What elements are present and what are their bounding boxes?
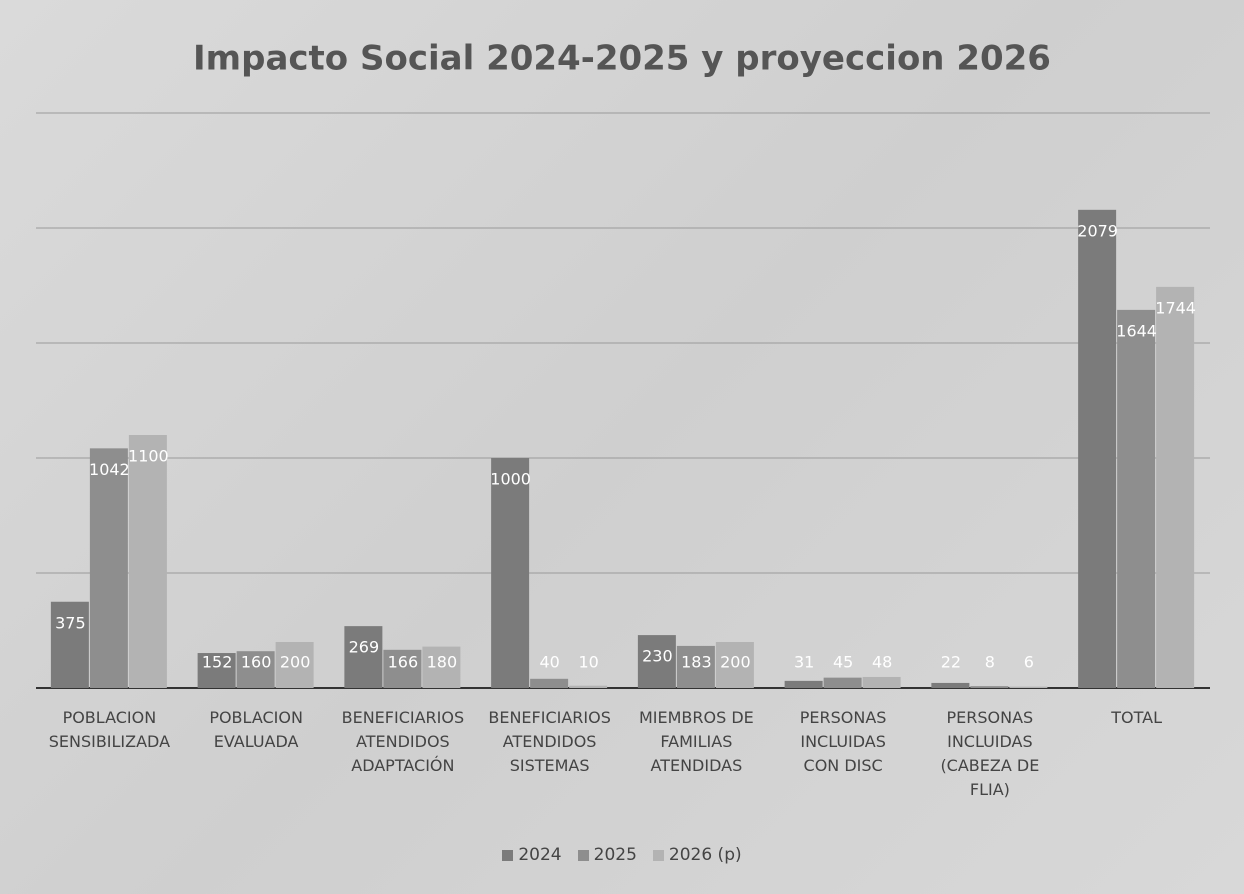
value-label: 2079	[1077, 221, 1118, 240]
legend-swatch	[652, 849, 664, 861]
value-label: 183	[681, 653, 712, 672]
value-label: 160	[241, 653, 272, 672]
x-tick-label: POBLACION EVALUADA	[209, 708, 303, 751]
value-label: 230	[642, 647, 673, 666]
bar	[422, 646, 461, 688]
value-label: 152	[202, 653, 233, 672]
legend-swatch	[502, 849, 514, 861]
bar	[236, 651, 275, 688]
x-tick-label: MIEMBROS DE FAMILIAS ATENDIDAS	[638, 708, 754, 775]
value-label: 10	[578, 653, 598, 672]
legend-label: 2026 (p)	[668, 845, 742, 865]
x-tick-label: BENEFICIARIOS ATENDIDOS SISTEMAS	[488, 708, 611, 775]
bar	[823, 677, 862, 688]
bar	[197, 653, 236, 688]
bar	[128, 435, 167, 688]
value-label: 269	[349, 638, 380, 657]
x-tick-label: PERSONAS INCLUIDAS CON DISC	[799, 708, 887, 775]
value-label: 1644	[1116, 321, 1157, 340]
value-label: 1744	[1155, 298, 1196, 317]
bar	[715, 642, 754, 688]
bar	[275, 642, 314, 688]
legend-label: 2024	[518, 845, 562, 865]
value-label: 22	[941, 653, 961, 672]
legend-swatch	[577, 849, 589, 861]
bar	[676, 645, 715, 688]
bar	[1117, 309, 1156, 688]
value-label: 166	[388, 653, 419, 672]
legend: 2024 2025 2026 (p)	[0, 845, 1244, 865]
bar	[383, 649, 422, 688]
x-tick-label: PERSONAS INCLUIDAS (CABEZA DE FLIA)	[940, 708, 1040, 799]
bar	[491, 458, 530, 688]
value-label: 1042	[89, 460, 130, 479]
x-tick-label: POBLACION SENSIBILIZADA	[48, 708, 171, 751]
bar	[862, 676, 901, 688]
bar	[344, 626, 383, 688]
chart-title: Impacto Social 2024-2025 y proyeccion 20…	[193, 39, 1051, 79]
value-label: 40	[539, 653, 559, 672]
x-tick-label: BENEFICIARIOS ATENDIDOS ADAPTACIÓN	[341, 708, 465, 775]
value-label: 1000	[490, 470, 531, 489]
value-label: 45	[833, 653, 853, 672]
value-label: 31	[794, 653, 814, 672]
x-tick-label: TOTAL	[1111, 708, 1162, 727]
legend-item: 2025	[577, 845, 637, 865]
bar	[1078, 209, 1117, 688]
value-label: 6	[1024, 653, 1034, 672]
bar	[931, 682, 970, 688]
legend-item: 2026 (p)	[652, 845, 742, 865]
value-label: 180	[427, 653, 458, 672]
bar	[784, 680, 823, 688]
value-label: 200	[720, 653, 751, 672]
bar	[637, 635, 676, 688]
value-label: 8	[985, 653, 995, 672]
value-label: 200	[280, 653, 311, 672]
bar	[970, 686, 1009, 688]
value-label: 48	[872, 653, 892, 672]
bar	[89, 448, 128, 688]
bar	[530, 678, 569, 688]
bar	[50, 601, 89, 688]
legend-item: 2024	[502, 845, 562, 865]
bar	[569, 685, 608, 688]
value-label: 1100	[128, 447, 169, 466]
value-label: 375	[55, 613, 86, 632]
legend-label: 2025	[593, 845, 637, 865]
bar	[1156, 286, 1195, 688]
bar	[1009, 686, 1048, 688]
